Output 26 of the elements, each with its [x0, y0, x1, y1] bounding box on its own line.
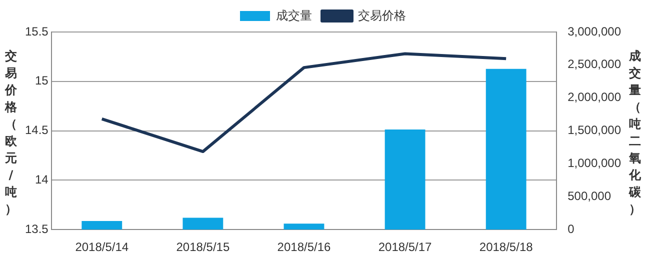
x-tick-label: 2018/5/14 [75, 240, 129, 254]
y2-tick-label: 0 [568, 222, 575, 236]
y-tick-label: 15 [34, 74, 49, 88]
y2-tick-label: 500,000 [568, 188, 612, 203]
y-tick-label: 14 [34, 172, 49, 187]
x-tick-label: 2018/5/18 [479, 240, 534, 254]
y2-tick-label: 1,000,000 [568, 156, 622, 170]
y2-tick-label: 2,500,000 [568, 57, 622, 72]
x-tick-label: 2018/5/15 [176, 240, 230, 254]
bar [284, 224, 324, 230]
y-tick-label: 14.5 [24, 123, 49, 138]
y2-tick-label: 1,500,000 [568, 123, 622, 138]
y2-tick-label: 3,000,000 [568, 24, 622, 38]
y-tick-label: 13.5 [24, 222, 49, 236]
legend-label: 交易价格 [358, 8, 406, 22]
y-tick-label: 15.5 [24, 24, 49, 38]
bar [182, 218, 224, 230]
text: 交易价格（欧元/吨） [5, 49, 17, 216]
legend-label: 成交量 [276, 8, 312, 22]
bar [486, 68, 526, 230]
bar [82, 221, 122, 230]
text: 成交量（吨二氧化碳） [629, 49, 641, 216]
y2-tick-label: 2,000,000 [568, 90, 622, 104]
x-tick-label: 2018/5/16 [277, 240, 331, 254]
x-tick-label: 2018/5/17 [378, 240, 432, 254]
bar [384, 129, 426, 230]
